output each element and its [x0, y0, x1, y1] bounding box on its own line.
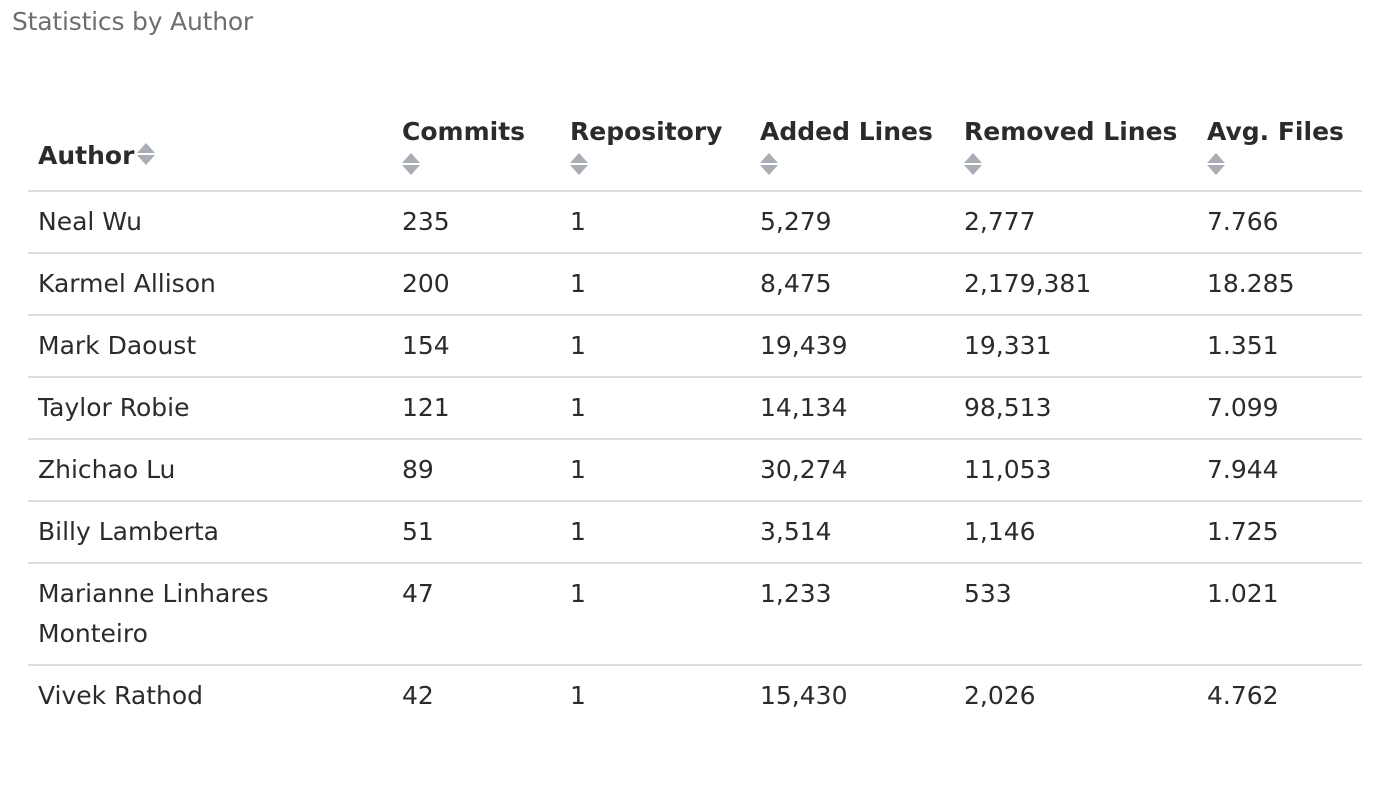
- table-row: Karmel Allison 200 1 8,475 2,179,381 18.…: [28, 253, 1362, 316]
- cell-commits: 121: [392, 377, 560, 440]
- cell-repository: 1: [560, 501, 750, 564]
- cell-repository: 1: [560, 315, 750, 378]
- cell-added-lines: 30,274: [750, 439, 954, 502]
- column-header-added-lines[interactable]: Added Lines: [750, 112, 954, 192]
- cell-author: Marianne Linhares Monteiro: [28, 563, 392, 666]
- cell-avg-files: 7.766: [1197, 191, 1362, 254]
- cell-removed-lines: 98,513: [954, 377, 1197, 440]
- column-header-label: Author: [38, 141, 135, 170]
- table-row: Zhichao Lu 89 1 30,274 11,053 7.944: [28, 439, 1362, 502]
- sort-icon[interactable]: [402, 152, 420, 176]
- cell-commits: 154: [392, 315, 560, 378]
- cell-removed-lines: 533: [954, 563, 1197, 666]
- cell-avg-files: 1.725: [1197, 501, 1362, 564]
- cell-repository: 1: [560, 563, 750, 666]
- column-header-label: Commits: [402, 117, 526, 146]
- table-body: Neal Wu 235 1 5,279 2,777 7.766 Karmel A…: [28, 191, 1362, 726]
- cell-added-lines: 15,430: [760, 681, 848, 710]
- cell-avg-files: 4.762: [1207, 681, 1279, 710]
- column-header-repository[interactable]: Repository: [560, 112, 750, 192]
- cell-added-lines: 3,514: [750, 501, 954, 564]
- table-row: Mark Daoust 154 1 19,439 19,331 1.351: [28, 315, 1362, 378]
- cell-added-lines: 8,475: [750, 253, 954, 316]
- table-row: Marianne Linhares Monteiro 47 1 1,233 53…: [28, 563, 1362, 666]
- cell-avg-files: 18.285: [1197, 253, 1362, 316]
- table-row: Neal Wu 235 1 5,279 2,777 7.766: [28, 191, 1362, 254]
- column-header-label: Repository: [570, 117, 723, 146]
- cell-repository: 1: [560, 253, 750, 316]
- table-row: Taylor Robie 121 1 14,134 98,513 7.099: [28, 377, 1362, 440]
- column-header-label: Removed Lines: [964, 117, 1178, 146]
- page-title: Statistics by Author: [12, 7, 254, 36]
- cell-avg-files: 1.021: [1197, 563, 1362, 666]
- cell-removed-lines: 19,331: [954, 315, 1197, 378]
- cell-author: Taylor Robie: [28, 377, 392, 440]
- sort-icon[interactable]: [964, 152, 982, 176]
- cell-author: Mark Daoust: [28, 315, 392, 378]
- cell-author: Vivek Rathod: [38, 681, 204, 710]
- cell-commits: 51: [392, 501, 560, 564]
- cell-removed-lines: 2,179,381: [954, 253, 1197, 316]
- cell-repository: 1: [560, 191, 750, 254]
- cell-commits: 235: [392, 191, 560, 254]
- table-row: Billy Lamberta 51 1 3,514 1,146 1.725: [28, 501, 1362, 564]
- table-header: Author Commits Repository Added Lines: [28, 112, 1362, 192]
- cell-author: Zhichao Lu: [28, 439, 392, 502]
- cell-removed-lines: 2,777: [954, 191, 1197, 254]
- column-header-label: Avg. Files: [1207, 117, 1344, 146]
- cell-author: Karmel Allison: [28, 253, 392, 316]
- cell-commits: 42: [402, 681, 434, 710]
- cell-commits: 200: [392, 253, 560, 316]
- cell-avg-files: 7.944: [1197, 439, 1362, 502]
- table-row: Vivek Rathod 42 1 15,430 2,026 4.762: [28, 665, 1362, 726]
- sort-icon[interactable]: [760, 152, 778, 176]
- header-row: Author Commits Repository Added Lines: [28, 112, 1362, 192]
- cell-added-lines: 5,279: [750, 191, 954, 254]
- cell-repository: 1: [570, 681, 586, 710]
- column-header-removed-lines[interactable]: Removed Lines: [954, 112, 1197, 192]
- author-statistics-table: Author Commits Repository Added Lines: [28, 112, 1362, 726]
- sort-icon[interactable]: [570, 152, 588, 176]
- column-header-commits[interactable]: Commits: [392, 112, 560, 192]
- cell-author: Neal Wu: [28, 191, 392, 254]
- cell-repository: 1: [560, 377, 750, 440]
- cell-repository: 1: [560, 439, 750, 502]
- cell-author: Billy Lamberta: [28, 501, 392, 564]
- cell-commits: 89: [392, 439, 560, 502]
- column-header-label: Added Lines: [760, 117, 933, 146]
- cell-removed-lines: 11,053: [954, 439, 1197, 502]
- cell-removed-lines: 1,146: [954, 501, 1197, 564]
- sort-icon[interactable]: [1207, 152, 1225, 176]
- cell-avg-files: 7.099: [1197, 377, 1362, 440]
- sort-icon[interactable]: [137, 142, 156, 166]
- column-header-avg-files[interactable]: Avg. Files: [1197, 112, 1362, 192]
- cell-added-lines: 14,134: [750, 377, 954, 440]
- cell-removed-lines: 2,026: [964, 681, 1036, 710]
- cell-avg-files: 1.351: [1197, 315, 1362, 378]
- cell-added-lines: 1,233: [750, 563, 954, 666]
- cell-commits: 47: [392, 563, 560, 666]
- column-header-author[interactable]: Author: [28, 112, 392, 192]
- cell-added-lines: 19,439: [750, 315, 954, 378]
